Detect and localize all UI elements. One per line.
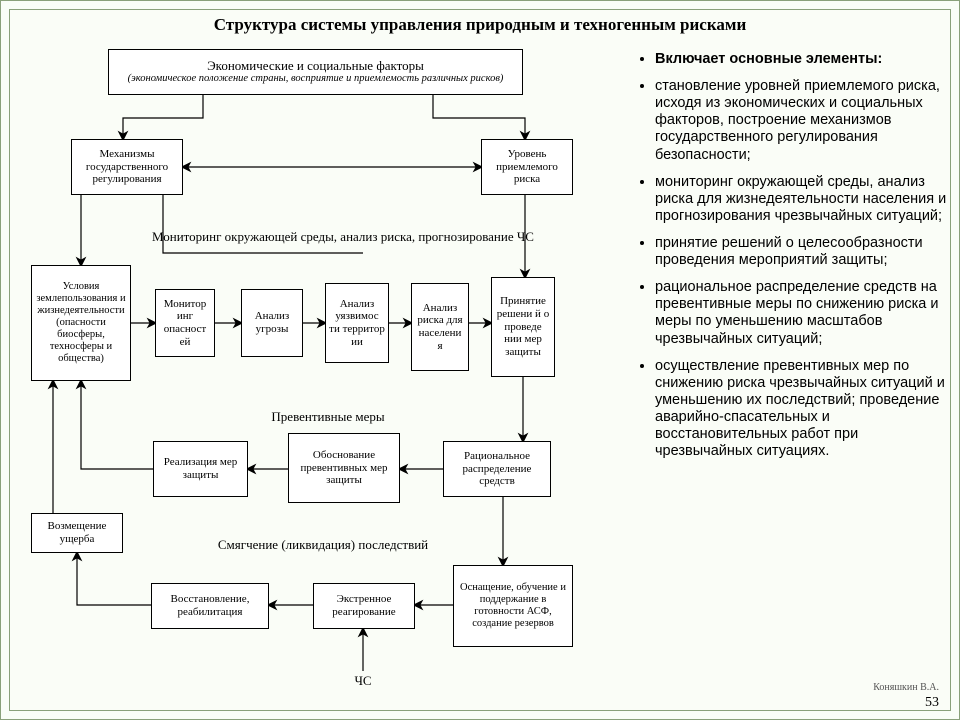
- node-distrib: Рациональное распределение средств: [443, 441, 551, 497]
- node-decision: Принятие решени й о проведе нии мер защи…: [491, 277, 555, 377]
- node-threat: Анализ угрозы: [241, 289, 303, 357]
- node-economic: Экономические и социальные факторы (экон…: [108, 49, 523, 95]
- page-number: 53: [925, 695, 939, 711]
- node-conditions: Условия землепользования и жизнедеятельн…: [31, 265, 131, 381]
- label-emergency: ЧС: [348, 673, 378, 689]
- node-equip: Оснащение, обучение и поддержание в гото…: [453, 565, 573, 647]
- bullet-panel: Включает основные элементы: становление …: [637, 51, 947, 470]
- node-restore: Восстановление, реабилитация: [151, 583, 269, 629]
- node-risk-level: Уровень приемлемого риска: [481, 139, 573, 195]
- node-economic-line2: (экономическое положение страны, восприя…: [128, 73, 504, 85]
- bullet-item: рациональное распределение средств на пр…: [655, 279, 947, 347]
- node-mechanisms: Механизмы государственного регулирования: [71, 139, 183, 195]
- page-frame: Структура системы управления природным и…: [0, 0, 960, 720]
- bullet-item: мониторинг окружающей среды, анализ риск…: [655, 174, 947, 225]
- page-title: Структура системы управления природным и…: [1, 15, 959, 35]
- node-justify: Обоснование превентивных мер защиты: [288, 433, 400, 503]
- bullet-item: осуществление превентивных мер по снижен…: [655, 358, 947, 461]
- label-monitoring: Мониторинг окружающей среды, анализ риск…: [133, 229, 553, 245]
- bullet-item: принятие решений о целесообразности пров…: [655, 235, 947, 269]
- node-vuln: Анализ уязвимос ти территор ии: [325, 283, 389, 363]
- flowchart: Экономические и социальные факторы (экон…: [13, 43, 623, 693]
- node-economic-line1: Экономические и социальные факторы: [207, 59, 424, 74]
- node-realize: Реализация мер защиты: [153, 441, 248, 497]
- label-mitigation: Смягчение (ликвидация) последствий: [183, 537, 463, 553]
- author-label: Коняшкин В.А.: [873, 682, 939, 693]
- node-monitor: Монитор инг опасност ей: [155, 289, 215, 357]
- bullet-heading: Включает основные элементы:: [655, 51, 947, 68]
- node-pop-risk: Анализ риска для населени я: [411, 283, 469, 371]
- node-damage: Возмещение ущерба: [31, 513, 123, 553]
- label-preventive: Превентивные меры: [243, 409, 413, 425]
- node-respond: Экстренное реагирование: [313, 583, 415, 629]
- bullet-item: становление уровней приемлемого риска, и…: [655, 78, 947, 164]
